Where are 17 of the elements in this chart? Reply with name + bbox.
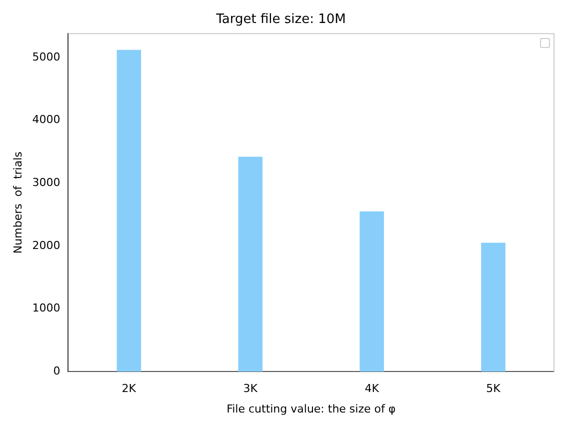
x-tick-label: 2K	[122, 382, 137, 396]
bar	[116, 50, 142, 372]
x-axis-title: File cutting value: the size of φ	[226, 402, 396, 416]
y-tick-label: 2000	[32, 238, 60, 252]
x-tick-label: 4K	[364, 382, 380, 396]
x-tick-label: 3K	[243, 382, 258, 396]
bar	[481, 242, 506, 372]
x-tick-label: 5K	[486, 382, 502, 396]
bar	[238, 156, 263, 372]
y-tick-label: 4000	[32, 113, 60, 126]
y-tick-label: 1000	[32, 302, 60, 315]
y-tick-label: 5000	[32, 50, 60, 64]
y-tick-label: 3000	[32, 176, 60, 189]
chart-title: Target file size: 10M	[215, 12, 346, 28]
y-axis-title: Numbers of trials	[11, 151, 24, 254]
bar	[360, 211, 384, 372]
y-tick-label: 0	[53, 364, 60, 378]
